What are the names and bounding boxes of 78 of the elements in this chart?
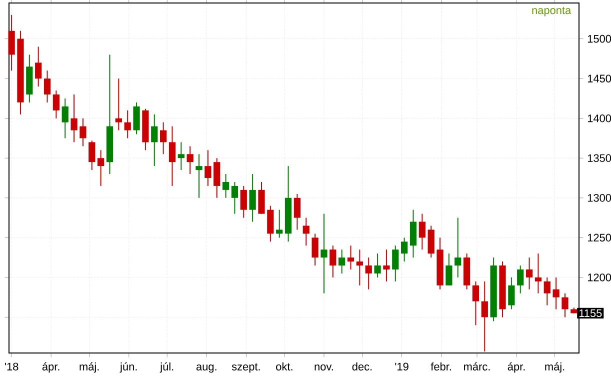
candlestick bbox=[214, 158, 220, 198]
candlestick bbox=[204, 150, 212, 186]
y-tick-label: 1350 bbox=[588, 154, 611, 162]
y-tick-label: 1450 bbox=[588, 74, 611, 82]
candlestick bbox=[62, 98, 68, 139]
candlestick bbox=[168, 126, 176, 186]
candlestick bbox=[222, 174, 230, 198]
x-tick-label: febr. bbox=[430, 362, 451, 370]
candlestick bbox=[70, 94, 78, 143]
candlestick bbox=[302, 217, 310, 246]
candlestick bbox=[160, 122, 167, 155]
y-tick-label: 1200 bbox=[588, 274, 611, 282]
candlestick bbox=[320, 213, 328, 294]
candlestick bbox=[508, 276, 515, 310]
candlestick bbox=[562, 292, 568, 318]
candlestick bbox=[294, 193, 301, 230]
y-tick-label: 1300 bbox=[588, 194, 611, 202]
candlestick bbox=[418, 213, 426, 250]
candlestick bbox=[481, 280, 488, 352]
candlestick bbox=[454, 217, 462, 278]
candlestick bbox=[133, 102, 140, 135]
x-tick-label: szept. bbox=[232, 363, 260, 373]
candlestick bbox=[80, 118, 86, 147]
x-tick-label: '18 bbox=[4, 362, 18, 370]
candlestick bbox=[534, 253, 542, 294]
candlestick bbox=[186, 146, 194, 175]
candlestick bbox=[52, 90, 60, 119]
x-tick-label: nov. bbox=[314, 364, 333, 370]
y-tick-label: 1250 bbox=[588, 234, 611, 242]
candlestick bbox=[365, 257, 372, 290]
y-tick-label: 1400 bbox=[588, 114, 611, 122]
x-tick-label: ápr. bbox=[42, 362, 60, 373]
annotation: 1155 bbox=[579, 309, 602, 318]
candlestick bbox=[196, 154, 202, 198]
x-tick-label: máj. bbox=[545, 362, 564, 373]
candlestick bbox=[544, 276, 550, 306]
candlestick bbox=[356, 249, 363, 286]
candlestick bbox=[151, 114, 158, 167]
x-tick-label: aug. bbox=[196, 364, 216, 373]
y-tick-label: 1500 bbox=[588, 34, 611, 43]
candlestick bbox=[178, 142, 184, 171]
candlestick bbox=[258, 181, 265, 214]
candlestick bbox=[276, 209, 283, 238]
candlestick bbox=[410, 209, 417, 258]
x-tick-label: márc. bbox=[464, 362, 490, 370]
candlestick bbox=[552, 276, 560, 310]
candlestick bbox=[446, 253, 452, 286]
candlestick bbox=[267, 205, 274, 242]
candlestick bbox=[428, 225, 434, 258]
x-tick-label: dec. bbox=[352, 362, 372, 370]
candlestick bbox=[383, 249, 390, 282]
candlestick bbox=[35, 46, 42, 88]
candlestick bbox=[88, 140, 96, 171]
candlestick bbox=[240, 185, 247, 218]
annotation: naponta bbox=[532, 6, 572, 16]
candlestick bbox=[330, 245, 336, 278]
x-tick-label: júl. bbox=[160, 362, 174, 373]
candlestick bbox=[347, 245, 354, 270]
candlestick bbox=[400, 237, 408, 262]
candlestick bbox=[392, 245, 399, 282]
candlestick bbox=[472, 280, 480, 326]
candlestick bbox=[338, 249, 346, 274]
candlestick bbox=[124, 110, 131, 139]
candlestick bbox=[517, 265, 524, 294]
candlestick bbox=[8, 14, 15, 72]
candlestick bbox=[374, 253, 381, 278]
candlestick bbox=[249, 174, 256, 222]
candlestick bbox=[44, 70, 51, 103]
candlestick bbox=[115, 78, 122, 131]
x-tick-label: jún. bbox=[120, 362, 137, 373]
candlestick bbox=[526, 257, 533, 290]
candlestick bbox=[231, 181, 238, 214]
x-tick-label: ápr. bbox=[508, 362, 525, 373]
candlestick bbox=[312, 233, 318, 266]
candlestick bbox=[98, 150, 104, 186]
x-tick-label: '19 bbox=[395, 362, 408, 370]
x-tick-label: máj. bbox=[80, 362, 99, 373]
x-tick-label: okt. bbox=[276, 362, 292, 370]
